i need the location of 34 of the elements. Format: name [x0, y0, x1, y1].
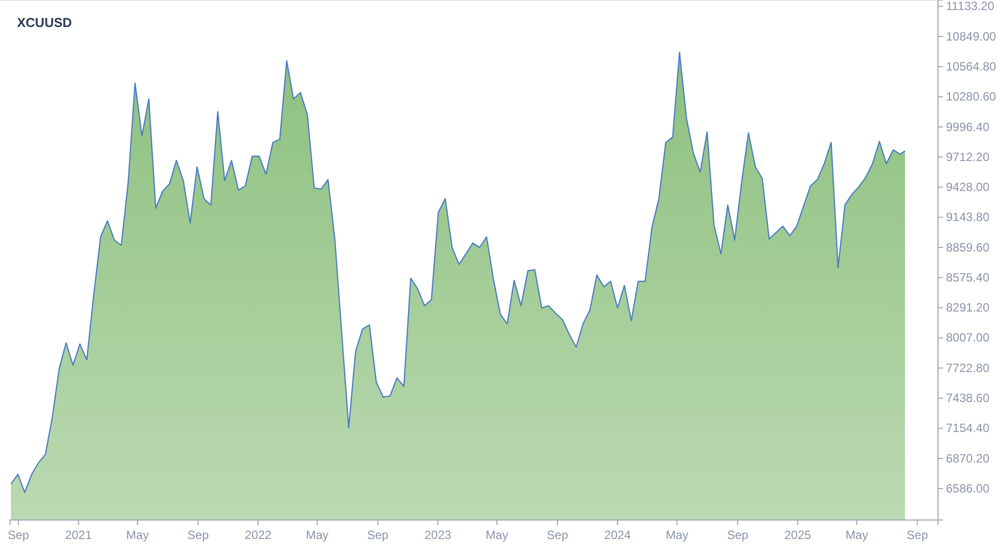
y-tick-label: 7154.40 — [946, 421, 990, 436]
y-tick-label: 8007.00 — [946, 330, 990, 345]
x-tick-label: Sep — [546, 528, 568, 542]
y-tick-label: 7722.80 — [946, 360, 990, 375]
x-tick-label: May — [845, 528, 868, 542]
text: XCUUSD — [17, 15, 72, 30]
x-tick-label: Sep — [187, 528, 210, 542]
y-tick-label: 10849.00 — [946, 29, 996, 44]
y-tick-label: 10564.80 — [946, 59, 996, 74]
x-tick-label: May — [666, 528, 688, 542]
x-tick-label: Sep — [8, 528, 30, 542]
y-tick-label: 7438.60 — [946, 391, 990, 406]
x-tick-label: 2025 — [784, 528, 812, 542]
x-tick-label: 2021 — [65, 528, 92, 542]
y-tick-label: 8859.60 — [946, 240, 990, 254]
x-tick-label: 2024 — [604, 528, 632, 542]
x-tick-label: 2022 — [244, 528, 272, 542]
y-tick-label: 8291.20 — [946, 300, 990, 315]
x-tick-label: May — [486, 528, 508, 542]
y-tick-label: 9428.00 — [946, 180, 990, 194]
x-tick-label: Sep — [726, 528, 749, 542]
y-tick-label: 9996.40 — [946, 120, 990, 134]
y-tick-label: 10280.60 — [946, 90, 996, 104]
x-tick-label: May — [126, 528, 149, 542]
x-tick-label: 2023 — [424, 528, 452, 542]
y-tick-label: 9143.80 — [946, 210, 990, 224]
x-tick-label: May — [306, 528, 329, 542]
y-tick-label: 11133.20 — [946, 0, 995, 14]
y-tick-label: 6870.20 — [946, 451, 990, 466]
y-tick-label: 8575.40 — [946, 270, 990, 284]
x-tick-label: Sep — [906, 528, 928, 542]
y-tick-label: 9712.20 — [946, 150, 990, 164]
y-tick-label: 6586.00 — [946, 481, 990, 496]
x-tick-label: Sep — [367, 528, 389, 542]
